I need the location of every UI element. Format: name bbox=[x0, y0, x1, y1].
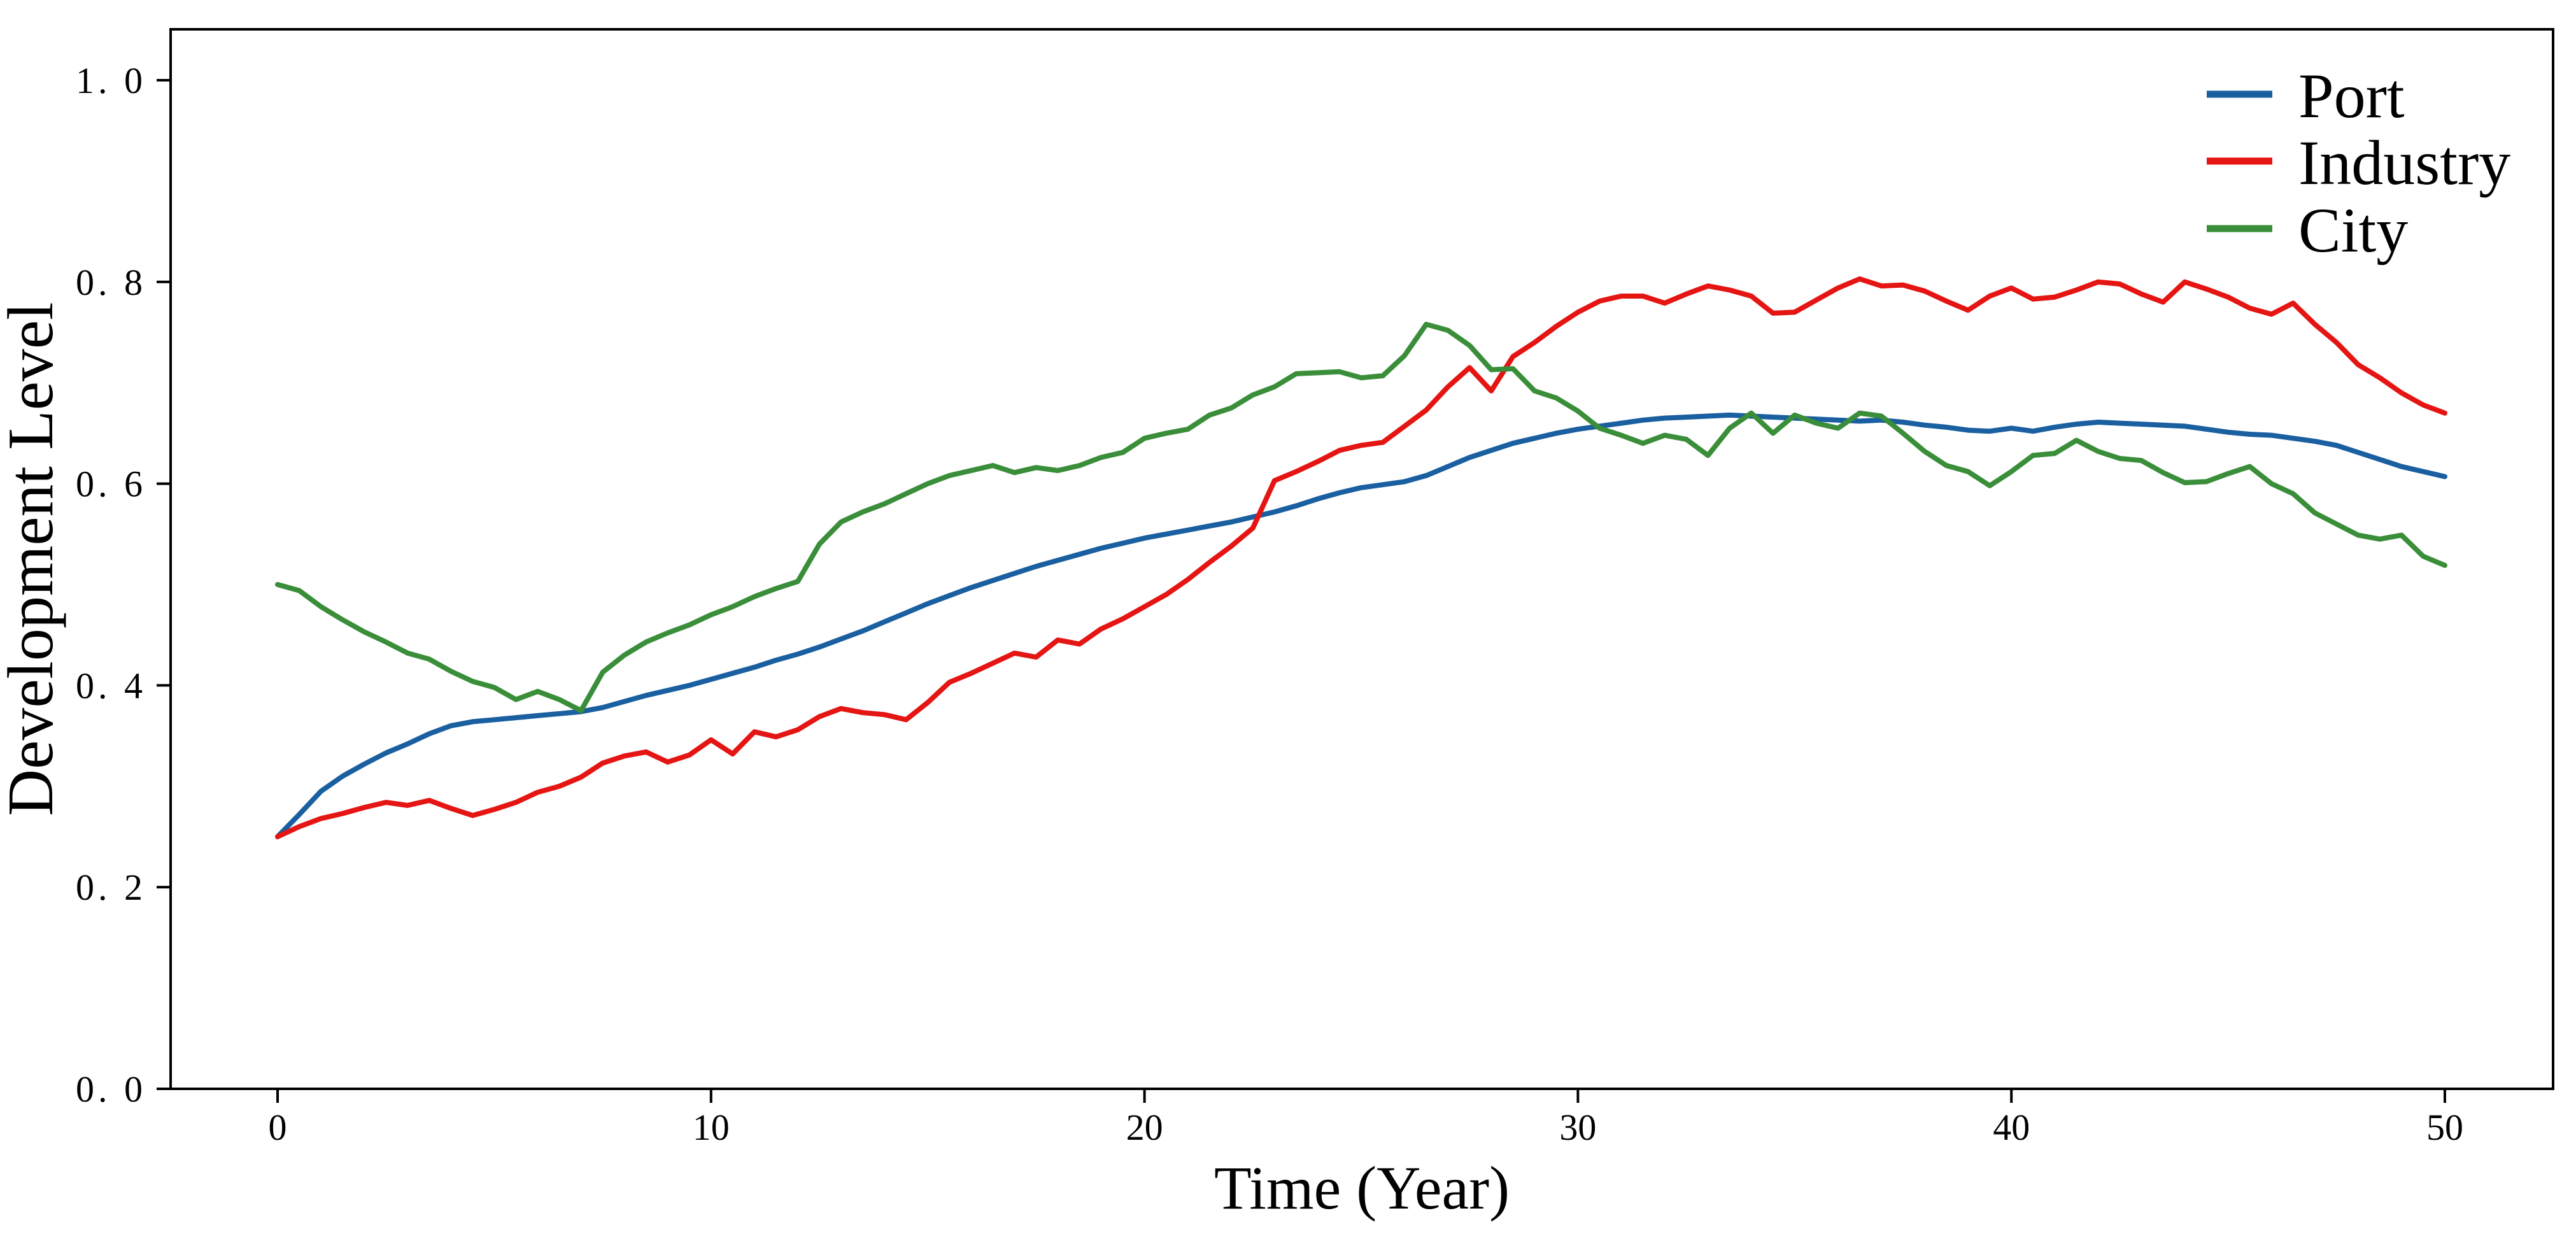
data-series bbox=[275, 276, 2447, 839]
y-tick-label: 0. 6 bbox=[76, 464, 146, 505]
y-axis-ticks: 0. 0 0. 2 0. 4 0. 6 0. 8 1. 0 bbox=[76, 60, 171, 1110]
series-line-industry bbox=[275, 276, 2447, 839]
y-tick-label: 0. 8 bbox=[76, 262, 146, 303]
legend-item-city: City bbox=[2207, 195, 2408, 266]
series-line-city bbox=[275, 322, 2447, 713]
y-axis-label: Development Level bbox=[0, 302, 67, 816]
axes-spines bbox=[169, 28, 2554, 1090]
legend: Port Industry City bbox=[2207, 60, 2510, 266]
y-tick-label: 1. 0 bbox=[76, 60, 146, 101]
x-tick-label: 50 bbox=[2426, 1107, 2463, 1148]
series-line-port bbox=[275, 412, 2447, 839]
legend-label-industry: Industry bbox=[2298, 127, 2510, 198]
legend-item-industry: Industry bbox=[2207, 127, 2510, 198]
x-axis-label: Time (Year) bbox=[1214, 1154, 1510, 1222]
plot-box bbox=[169, 28, 2554, 1090]
x-tick-label: 0 bbox=[269, 1107, 287, 1148]
legend-item-port: Port bbox=[2207, 60, 2405, 131]
x-axis-ticks: 0 10 20 30 40 50 bbox=[269, 1089, 2463, 1148]
y-tick-label: 0. 0 bbox=[76, 1068, 146, 1110]
y-tick-label: 0. 4 bbox=[76, 665, 146, 706]
x-tick-label: 20 bbox=[1126, 1107, 1163, 1148]
x-tick-label: 40 bbox=[1993, 1107, 2030, 1148]
y-tick-label: 0. 2 bbox=[76, 867, 146, 908]
x-tick-label: 30 bbox=[1559, 1107, 1596, 1148]
legend-label-city: City bbox=[2298, 195, 2408, 266]
x-tick-label: 10 bbox=[693, 1107, 730, 1148]
legend-label-port: Port bbox=[2298, 60, 2405, 131]
